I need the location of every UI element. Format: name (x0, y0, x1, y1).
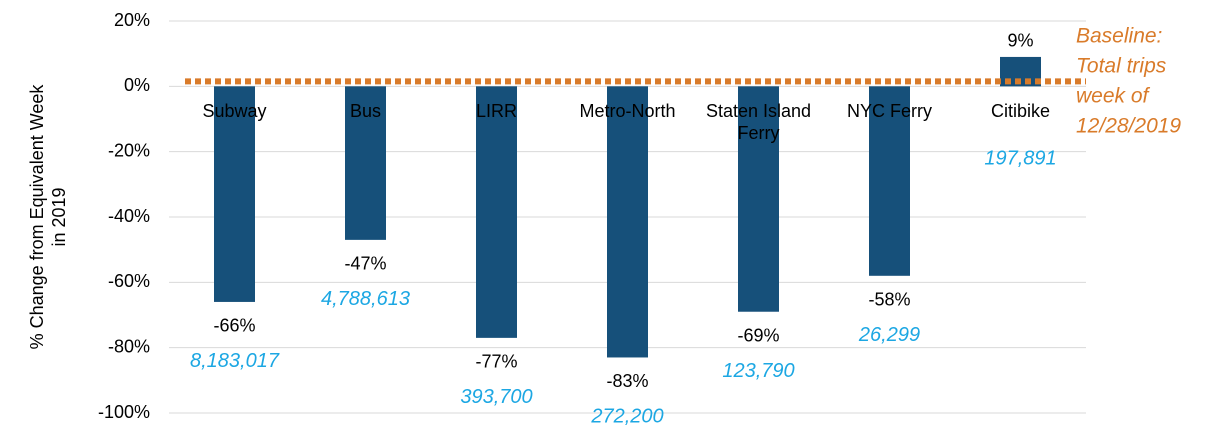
annotation: 393,700 (460, 386, 532, 408)
y-tick-label: -80% (108, 336, 150, 356)
x-tick-label: Subway (202, 101, 267, 122)
y-axis-title-line: % Change from Equivalent Week (27, 84, 47, 350)
x-tick-label: Staten Island Ferry (705, 101, 812, 144)
annotation: 4,788,613 (321, 288, 410, 310)
y-tick-label: -100% (98, 402, 150, 422)
annotation: 26,299 (858, 324, 920, 346)
annotation: 8,183,017 (190, 350, 280, 372)
value-label: 9% (1007, 31, 1033, 51)
value-label: -77% (475, 352, 517, 372)
y-tick-label: 0% (124, 75, 150, 95)
value-label: -47% (344, 254, 386, 274)
y-axis-title: % Change from Equivalent Week in 2019 (27, 84, 69, 350)
y-tick-label: 20% (114, 10, 150, 30)
y-tick-label: -20% (108, 140, 150, 160)
annotation: 197,891 (984, 148, 1056, 170)
value-label: -83% (606, 371, 648, 391)
bar (738, 86, 779, 312)
y-axis-title-line: in 2019 (49, 187, 69, 246)
x-tick-label: LIRR (475, 101, 517, 122)
annotation: 272,200 (590, 406, 663, 427)
y-tick-label: -40% (108, 206, 150, 226)
x-tick-label: NYC Ferry (847, 101, 932, 122)
baseline-label: week of (1076, 85, 1151, 108)
baseline-label: Total trips (1076, 55, 1167, 78)
bar (607, 86, 648, 358)
bar (214, 86, 255, 302)
bar (345, 86, 386, 240)
value-label: -66% (213, 316, 255, 336)
baseline-label: 12/28/2019 (1076, 115, 1181, 138)
baseline-label: Baseline: (1076, 25, 1162, 48)
annotation: 123,790 (722, 360, 794, 382)
bar (476, 86, 517, 338)
x-tick-label: Citibike (990, 101, 1051, 122)
value-label: -69% (737, 325, 779, 345)
y-tick-label: -60% (108, 271, 150, 291)
value-label: -58% (868, 290, 910, 310)
bar (869, 86, 910, 276)
x-tick-label: Metro-North (579, 101, 676, 122)
x-tick-label: Bus (349, 101, 382, 122)
